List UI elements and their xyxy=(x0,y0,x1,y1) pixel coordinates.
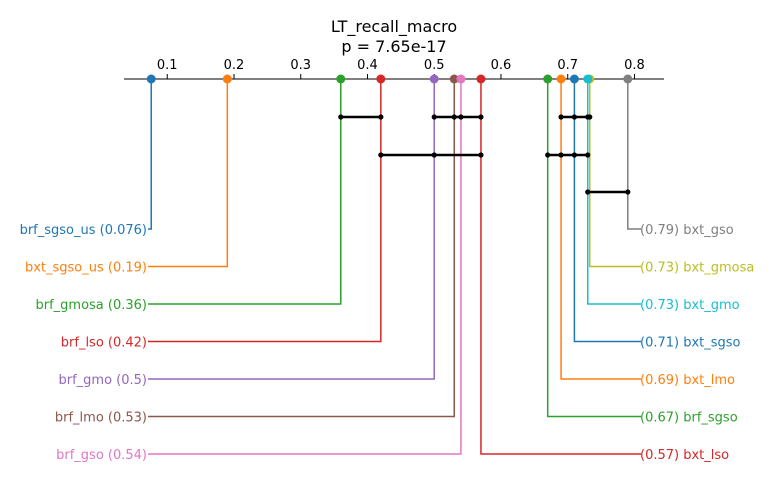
method-label: (0.79) bxt_gso xyxy=(640,223,734,238)
chart-title: LT_recall_macro xyxy=(331,17,457,37)
rank-marker xyxy=(456,74,466,84)
rank-marker xyxy=(429,74,439,84)
rank-marker xyxy=(556,74,566,84)
clique-point xyxy=(585,152,591,158)
rank-marker xyxy=(623,74,633,84)
method-leader-lines xyxy=(148,79,641,455)
method-label: brf_gmosa (0.36) xyxy=(35,298,147,313)
rank-marker xyxy=(376,74,386,84)
tick-label: 0.3 xyxy=(290,58,311,73)
clique-point xyxy=(571,152,577,158)
tick-label: 0.2 xyxy=(224,58,245,73)
method-label: brf_gso (0.54) xyxy=(56,448,147,463)
clique-point xyxy=(571,114,577,120)
leader-line xyxy=(480,79,641,455)
method-labels: brf_sgso_us (0.076) bxt_sgso_us (0.19) brf… xyxy=(20,223,755,463)
clique-point xyxy=(545,152,551,158)
leader-line xyxy=(546,79,641,418)
rank-markers xyxy=(146,74,633,84)
clique-point xyxy=(585,189,591,195)
clique-point xyxy=(587,114,593,120)
axis-ticks: 0.1 0.2 0.3 0.4 0.5 0.6 0.7 0.8 xyxy=(157,58,645,79)
tick-label: 0.5 xyxy=(424,58,445,73)
method-label: (0.67) brf_sgso xyxy=(640,411,738,426)
tick-label: 0.8 xyxy=(624,58,645,73)
leader-line xyxy=(148,79,435,380)
method-label: brf_lso (0.42) xyxy=(61,336,147,351)
clique-point xyxy=(378,152,384,158)
method-label: brf_lmo (0.53) xyxy=(55,411,147,426)
method-label: (0.73) bxt_gmo xyxy=(640,298,740,313)
clique-bars xyxy=(338,114,631,195)
method-label: (0.71) bxt_sgso xyxy=(640,336,741,351)
clique-point xyxy=(458,114,464,120)
leader-line xyxy=(560,79,641,380)
tick-label: 0.4 xyxy=(357,58,378,73)
leader-line xyxy=(148,79,456,418)
method-label: (0.69) bxt_lmo xyxy=(640,373,735,388)
tick-label: 0.6 xyxy=(491,58,512,73)
rank-marker xyxy=(146,74,156,84)
method-label: bxt_sgso_us (0.19) xyxy=(25,261,147,276)
clique-point xyxy=(431,114,437,120)
leader-line xyxy=(148,79,382,343)
clique-point xyxy=(558,114,564,120)
clique-point xyxy=(558,152,564,158)
tick-label: 0.1 xyxy=(157,58,178,73)
rank-marker xyxy=(476,74,486,84)
rank-marker xyxy=(569,74,579,84)
leader-line xyxy=(589,79,641,268)
rank-marker xyxy=(449,74,459,84)
clique-point xyxy=(338,114,344,120)
leader-line xyxy=(148,79,342,305)
method-label: (0.73) bxt_gmosa xyxy=(640,261,754,276)
method-label: (0.57) bxt_lso xyxy=(640,448,729,463)
rank-marker xyxy=(583,74,593,84)
tick-label: 0.7 xyxy=(557,58,578,73)
chart-subtitle: p = 7.65e-17 xyxy=(341,37,446,56)
clique-point xyxy=(478,152,484,158)
leader-line xyxy=(627,79,641,230)
method-label: brf_gmo (0.5) xyxy=(59,373,148,388)
clique-point xyxy=(451,114,457,120)
rank-marker xyxy=(543,74,553,84)
rank-marker xyxy=(336,74,346,84)
method-label: brf_sgso_us (0.076) xyxy=(20,223,147,238)
leader-line xyxy=(148,79,229,268)
leader-line xyxy=(148,79,152,230)
clique-point xyxy=(478,114,484,120)
rank-marker xyxy=(222,74,232,84)
clique-point xyxy=(431,152,437,158)
clique-point xyxy=(378,114,384,120)
clique-point xyxy=(625,189,631,195)
leader-line xyxy=(573,79,641,343)
leader-line xyxy=(148,79,462,455)
